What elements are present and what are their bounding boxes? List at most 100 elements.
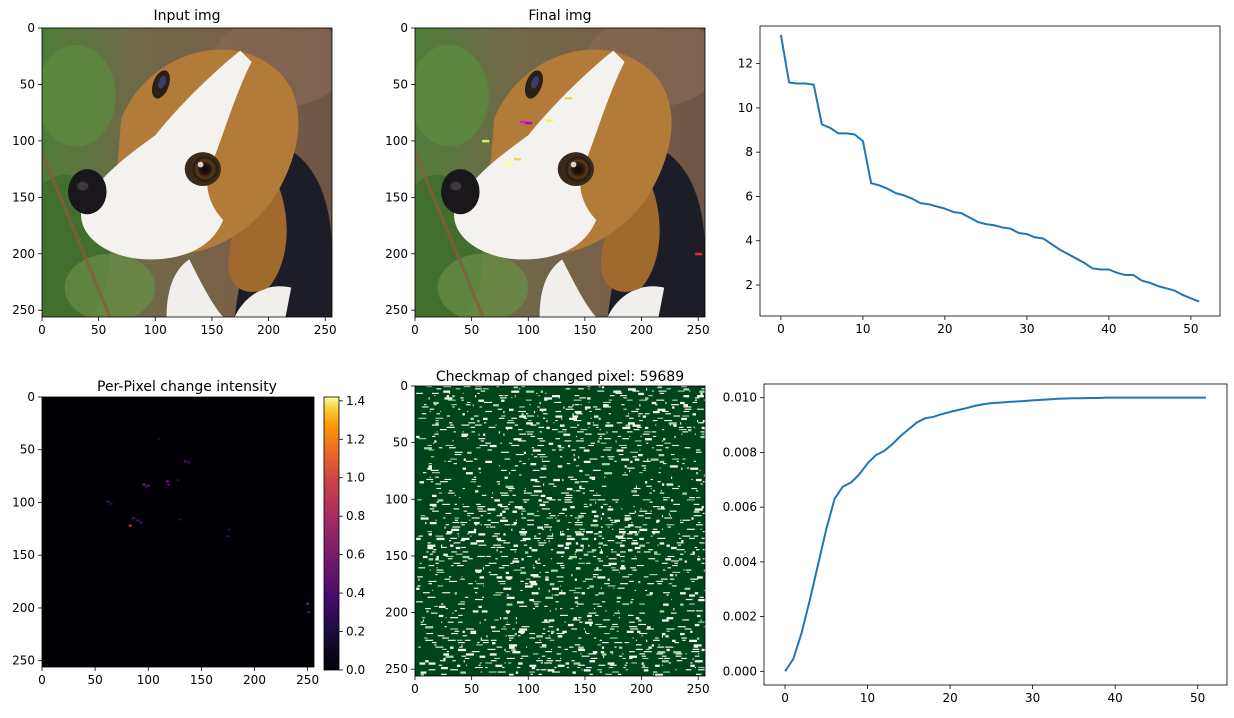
changed-pixel-run: [623, 666, 626, 669]
changed-pixel-run: [698, 621, 705, 623]
changed-pixel-run: [600, 456, 605, 458]
changed-pixel-run: [581, 669, 583, 671]
changed-pixel-run: [527, 524, 534, 526]
changed-pixel-run: [480, 524, 482, 526]
hotspot-pixel: [307, 611, 311, 614]
changed-pixel-run: [431, 392, 439, 394]
changed-pixel-run: [503, 410, 505, 414]
changed-pixel-run: [567, 558, 573, 560]
changed-pixel-run: [695, 451, 702, 453]
changed-pixel-run: [620, 555, 625, 558]
changed-pixel-run: [418, 646, 421, 648]
changed-pixel-run: [637, 444, 642, 447]
perturbation-point: [525, 121, 533, 125]
changed-pixel-run: [560, 564, 565, 567]
changed-pixel-run: [632, 390, 640, 392]
changed-pixel-run: [567, 623, 574, 627]
changed-pixel-run: [429, 503, 437, 507]
changed-pixel-run: [436, 388, 442, 390]
changed-pixel-run: [642, 433, 650, 435]
changed-pixel-run: [482, 585, 485, 587]
changed-pixel-run: [695, 610, 703, 612]
changed-pixel-run: [634, 589, 636, 592]
changed-pixel-run: [555, 410, 562, 413]
changed-pixel-run: [447, 492, 455, 494]
changed-pixel-run: [652, 528, 658, 530]
changed-pixel-run: [471, 431, 476, 433]
changed-pixel-run: [656, 399, 665, 401]
changed-pixel-run: [419, 481, 425, 484]
changed-pixel-run: [431, 424, 439, 426]
changed-pixel-run: [588, 388, 590, 390]
changed-pixel-run: [680, 422, 682, 425]
changed-pixel-run: [548, 512, 551, 515]
changed-pixel-run: [515, 671, 519, 674]
changed-pixel-run: [518, 662, 523, 665]
changed-pixel-run: [487, 508, 496, 511]
changed-pixel-run: [539, 571, 541, 573]
changed-pixel-run: [462, 503, 464, 505]
changed-pixel-run: [601, 512, 605, 516]
y-tick-label: 0.004: [723, 555, 757, 569]
changed-pixel-run: [549, 610, 551, 612]
changed-pixel-run: [671, 612, 677, 614]
changed-pixel-run: [694, 399, 698, 401]
changed-pixel-run: [552, 449, 556, 451]
changed-pixel-run: [558, 447, 565, 449]
changed-pixel-run: [703, 429, 705, 431]
changed-pixel-run: [579, 621, 583, 623]
changed-pixel-run: [639, 603, 645, 605]
changed-pixel-run: [590, 657, 598, 660]
changed-pixel-run: [678, 537, 682, 539]
changed-pixel-run: [701, 537, 705, 539]
changed-pixel-run: [574, 644, 581, 646]
y-tick-label: 0.002: [723, 610, 757, 624]
x-tick-label: 150: [190, 673, 213, 687]
hotspot-pixel: [139, 521, 143, 524]
changed-pixel-run: [703, 569, 705, 572]
changed-pixel-run: [578, 646, 584, 649]
changed-pixel-run: [479, 621, 481, 624]
changed-pixel-run: [539, 431, 542, 433]
changed-pixel-run: [695, 549, 700, 551]
changed-pixel-run: [660, 490, 662, 492]
changed-pixel-run: [701, 426, 705, 430]
changed-pixel-run: [598, 546, 601, 548]
changed-pixel-run: [446, 415, 451, 417]
x-tick-label: 50: [464, 323, 479, 337]
changed-pixel-run: [516, 601, 524, 604]
changed-pixel-run: [615, 542, 623, 544]
changed-pixel-run: [544, 526, 553, 528]
changed-pixel-run: [571, 574, 573, 577]
x-tick-label: 150: [573, 323, 596, 337]
changed-pixel-run: [678, 429, 687, 431]
changed-pixel-run: [596, 492, 598, 494]
changed-pixel-run: [543, 465, 547, 467]
changed-pixel-run: [427, 546, 434, 550]
changed-pixel-run: [479, 662, 482, 664]
changed-pixel-run: [570, 608, 574, 610]
changed-pixel-run: [683, 410, 690, 413]
changed-pixel-run: [436, 501, 439, 503]
changed-pixel-run: [499, 506, 508, 508]
changed-pixel-run: [641, 465, 647, 467]
changed-pixel-run: [641, 655, 647, 657]
changed-pixel-run: [454, 451, 463, 453]
changed-pixel-run: [503, 533, 506, 536]
changed-pixel-run: [616, 596, 622, 599]
changed-pixel-run: [666, 594, 669, 596]
changed-pixel-run: [683, 388, 690, 391]
y-tick-label: 200: [12, 247, 35, 261]
changed-pixel-run: [671, 404, 679, 406]
changed-pixel-run: [657, 651, 666, 654]
changed-pixel-run: [620, 395, 627, 397]
changed-pixel-run: [513, 558, 519, 560]
changed-pixel-run: [487, 512, 491, 515]
changed-pixel-run: [548, 442, 554, 445]
changed-pixel-run: [612, 431, 618, 433]
loss-line-axes: [759, 25, 1221, 317]
changed-pixel-run: [446, 531, 453, 534]
changed-pixel-run: [682, 431, 689, 433]
changed-pixel-run: [618, 531, 626, 534]
perturbation-point: [519, 120, 527, 124]
